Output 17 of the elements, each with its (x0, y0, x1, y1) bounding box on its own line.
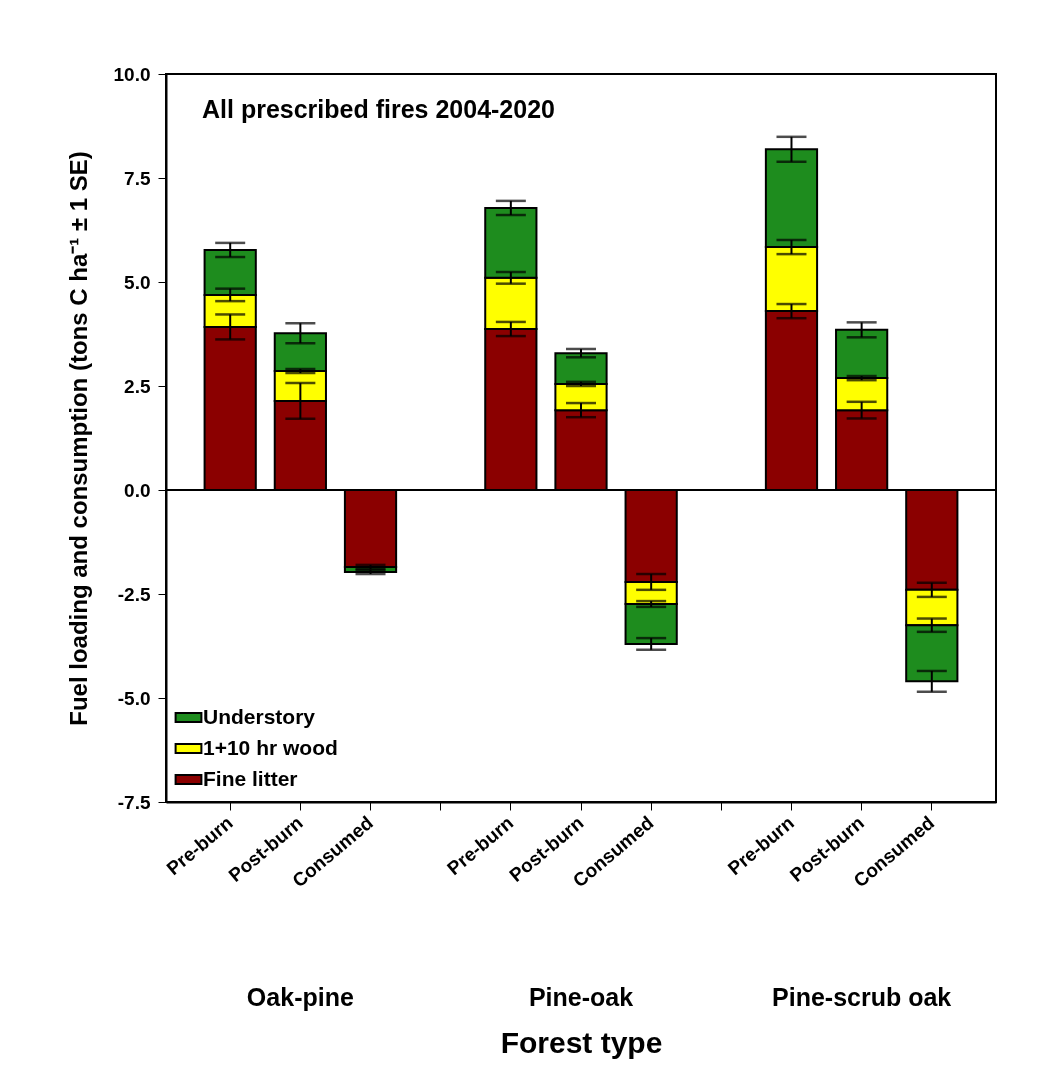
legend-label: Fine litter (203, 766, 298, 790)
y-tick-label: -5.0 (117, 687, 151, 709)
legend-label: 1+10 hr wood (203, 735, 338, 759)
y-tick-label: 5.0 (124, 271, 151, 293)
y-axis-title: Fuel loading and consumption (tons C ha⁻¹ ± 1 SE) (64, 151, 92, 726)
x-axis-title: Forest type (500, 1026, 663, 1060)
y-tick-label: -7.5 (117, 791, 151, 813)
y-tick-label: -2.5 (117, 583, 151, 605)
text: Pine-scrub oak (772, 983, 952, 1011)
legend-label: Understory (203, 704, 316, 728)
y-tick-label: 7.5 (124, 167, 151, 189)
y-tick-label: 10.0 (113, 63, 151, 85)
text: Oak-pine (246, 983, 354, 1011)
y-tick-label: 0.0 (124, 479, 151, 501)
text: Pine-oak (528, 983, 634, 1011)
annotation: All prescribed fires 2004-2020 (202, 95, 555, 123)
y-tick-label: 2.5 (124, 375, 151, 397)
